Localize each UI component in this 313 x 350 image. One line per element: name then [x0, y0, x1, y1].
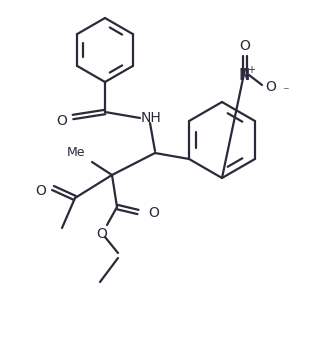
- Text: +: +: [247, 65, 255, 75]
- Text: Me: Me: [67, 147, 85, 160]
- Text: ⁻: ⁻: [282, 85, 288, 98]
- Text: O: O: [239, 39, 250, 53]
- Text: O: O: [57, 114, 67, 128]
- Text: O: O: [97, 227, 107, 241]
- Text: O: O: [36, 184, 46, 198]
- Text: O: O: [265, 80, 276, 94]
- Text: N: N: [238, 69, 250, 84]
- Text: NH: NH: [141, 111, 162, 125]
- Text: O: O: [149, 206, 159, 220]
